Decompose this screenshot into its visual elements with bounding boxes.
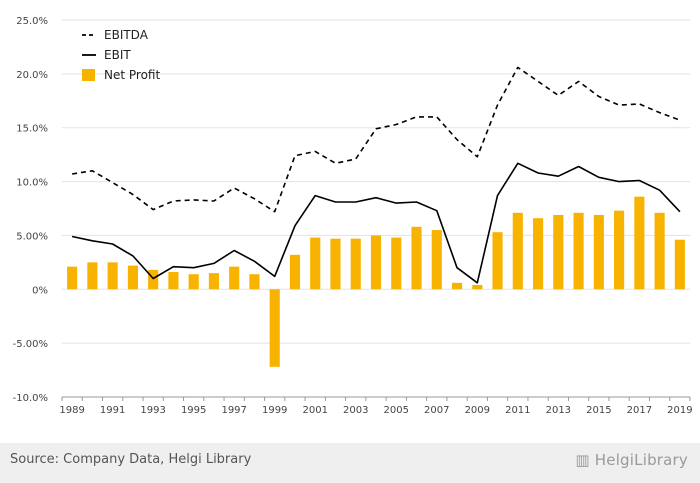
bar [654,212,665,290]
bar [67,266,78,290]
x-axis: 1989 1991 1993 1995 1997 1999 2001 2003 2005 2007… [59,396,693,416]
helgi-library-logo[interactable]: ▥ HelgiLibrary [575,451,688,469]
bar [127,265,138,290]
bar [330,238,341,290]
bar [249,274,260,290]
legend: EBITDA EBIT Net Profit [82,28,160,82]
bar [289,254,301,290]
bar [492,232,503,290]
bar [553,214,564,290]
x-tick-label: 1995 [181,405,206,416]
bar [168,272,179,290]
source-text: Source: Company Data, Helgi Library [10,452,252,467]
bar [148,269,159,290]
bar [208,273,219,290]
x-tick-label: 2009 [465,405,490,416]
bar [431,230,442,290]
x-tick-label: 1993 [140,405,165,416]
bar [472,284,483,290]
legend-label: EBIT [104,48,131,62]
x-tick-label: 2019 [667,405,692,416]
ebit-line [71,162,681,284]
logo-text: HelgiLibrary [594,451,688,469]
x-tick-label: 2003 [343,405,368,416]
bar [614,210,625,290]
net-profit-bars [67,196,685,367]
x-tick-label: 1997 [221,405,246,416]
series-lines [71,66,681,284]
y-tick-label: -10.0% [13,393,48,404]
x-tick-label: 2007 [424,405,449,416]
bar [391,237,402,290]
bar [573,212,584,290]
footer: Source: Company Data, Helgi Library ▥ Hel… [0,443,700,483]
y-tick-label: -5.00% [13,339,48,350]
x-tick-label: 2017 [627,405,652,416]
bar [107,262,118,290]
bar [229,266,240,290]
bar [87,262,98,290]
x-tick-label: 1991 [100,405,125,416]
bar [512,212,523,290]
bar [370,235,382,290]
legend-swatch [82,69,95,81]
bar [451,282,463,290]
library-icon: ▥ [575,451,590,469]
bar [269,289,280,367]
legend-label: Net Profit [104,68,160,82]
y-tick-label: 0% [32,285,48,296]
x-tick-label: 2005 [384,405,409,416]
x-tick-label: 1999 [262,405,287,416]
bar [533,218,544,290]
legend-label: EBITDA [104,28,149,42]
bar [593,214,604,290]
x-tick-label: 2013 [546,405,571,416]
y-axis: 25.0% 20.0% 15.0% 10.0% 5.00% 0% -5.00% -10.0% [13,16,48,404]
bar [411,226,422,290]
x-tick-label: 2015 [586,405,611,416]
x-tick-label: 2011 [505,405,530,416]
ebitda-line [71,66,681,213]
y-tick-label: 20.0% [16,70,48,81]
x-tick-label: 2001 [302,405,327,416]
bar [674,239,685,290]
chart: 25.0%20.0%15.0%10.0%5.00%0%-5.00%-10.0% … [13,16,693,416]
x-tick-label: 1989 [59,405,84,416]
y-tick-label: 25.0% [16,16,48,27]
y-tick-label: 5.00% [16,231,48,242]
bar [310,237,321,290]
bar [350,238,361,290]
bar [188,274,199,290]
y-tick-label: 15.0% [16,124,48,135]
y-tick-label: 10.0% [16,178,48,189]
bar [634,196,645,290]
